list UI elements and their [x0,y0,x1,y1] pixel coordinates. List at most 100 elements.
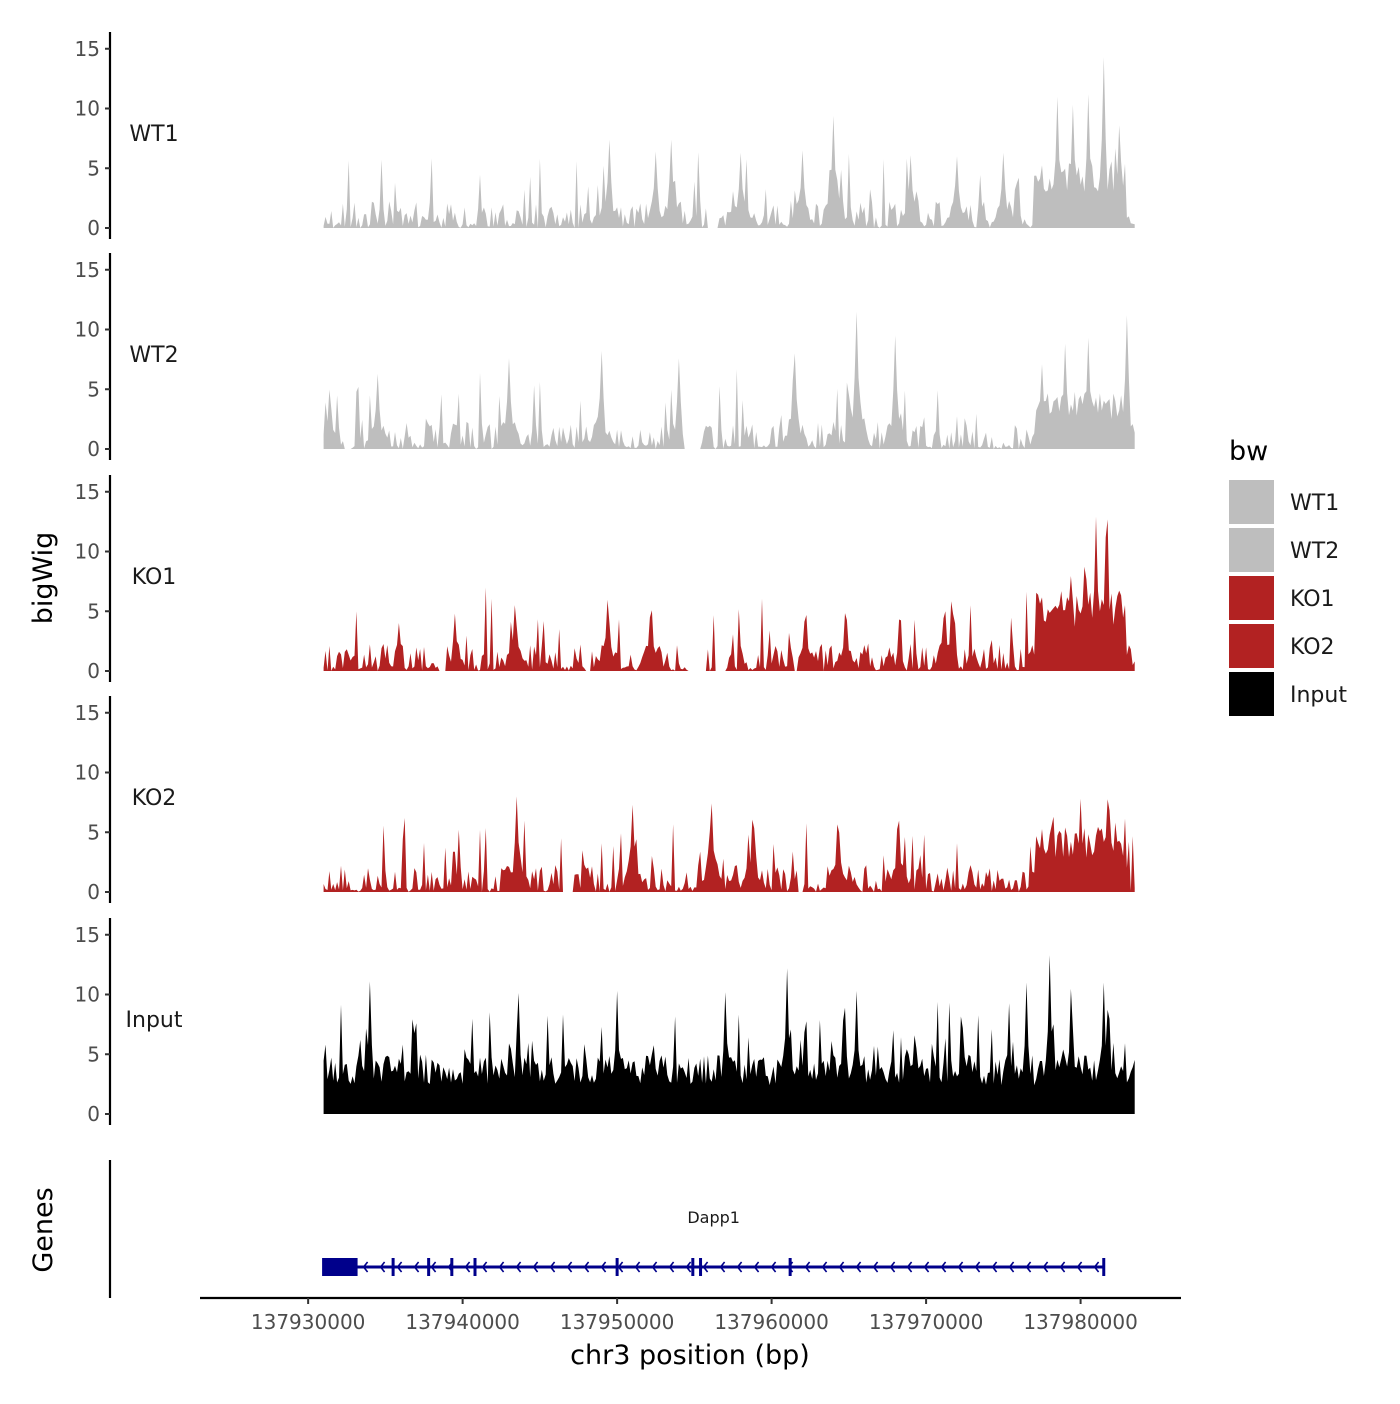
strand-arrow [821,1261,828,1273]
strand-arrow [736,1261,743,1273]
strand-arrow [770,1261,777,1273]
coverage-area-ko1 [323,516,1135,671]
legend-swatch-wt2 [1229,528,1274,572]
legend-label-wt1: WT1 [1290,491,1339,516]
legend-swatch-wt1 [1229,480,1274,524]
strand-arrow [617,1261,624,1273]
strand-arrow [1025,1261,1032,1273]
strand-arrow [787,1261,794,1273]
genes-axis-title: Genes [28,1187,59,1272]
strand-arrow [719,1261,726,1273]
y-tick-label: 5 [87,599,100,623]
strand-arrow [583,1261,590,1273]
y-tick-label: 10 [75,540,100,564]
strand-arrow [974,1261,981,1273]
gene-name-label: Dapp1 [687,1208,740,1227]
strand-arrow [872,1261,879,1273]
y-tick-label: 10 [75,761,100,785]
x-tick-label: 137970000 [869,1310,984,1334]
x-tick-label: 137950000 [560,1310,675,1334]
x-axis: 137930000 137940000 137950000 137960000 1379… [200,1296,1181,1334]
strand-arrow [515,1261,522,1273]
strand-arrow [923,1261,930,1273]
strand-arrow [991,1261,998,1273]
y-tick-label: 0 [87,216,100,240]
coverage-area-ko2 [323,796,1135,892]
strand-arrow [430,1261,437,1273]
gene-track: Dapp1 [108,1160,1106,1298]
x-axis-title: chr3 position (bp) [570,1340,810,1371]
strand-arrow [702,1261,709,1273]
strand-arrow [838,1261,845,1273]
y-tick-label: 15 [75,37,100,61]
y-tick-label: 10 [75,983,100,1007]
y-tick-label: 0 [87,659,100,683]
strand-arrow [685,1261,692,1273]
strand-arrow [413,1261,420,1273]
y-tick-label: 15 [75,480,100,504]
strand-arrow [668,1261,675,1273]
strand-arrow [957,1261,964,1273]
strand-arrow [1093,1261,1100,1273]
coverage-area-wt2 [323,311,1135,449]
strand-arrow [940,1261,947,1273]
strand-arrow [600,1261,607,1273]
strand-arrow [906,1261,913,1273]
y-tick-label: 10 [75,97,100,121]
coverage-area-wt1 [323,57,1135,228]
y-tick-label: 5 [87,820,100,844]
strand-arrow [498,1261,505,1273]
legend-label-ko1: KO1 [1290,587,1335,612]
track-label: WT2 [129,343,178,368]
legend-label-wt2: WT2 [1290,539,1339,564]
track-ko2: 0 5 10 15 KO2 [75,696,1135,904]
track-wt2: 0 5 10 15 WT2 [75,253,1135,461]
track-label: KO2 [132,786,177,811]
y-tick-label: 10 [75,318,100,342]
gene-exon-block [323,1258,358,1276]
strand-arrow [804,1261,811,1273]
strand-arrow [753,1261,760,1273]
strand-arrow [651,1261,658,1273]
strand-arrow [566,1261,573,1273]
legend-title: bw [1229,436,1268,467]
track-ko1: 0 5 10 15 KO1 [75,475,1135,683]
legend-label-ko2: KO2 [1290,635,1335,660]
track-wt1: 0 5 10 15 WT1 [75,32,1135,240]
y-tick-label: 0 [87,1102,100,1126]
strand-arrow [855,1261,862,1273]
y-tick-label: 0 [87,437,100,461]
strand-arrow [481,1261,488,1273]
x-tick-label: 137940000 [405,1310,520,1334]
strand-arrow [889,1261,896,1273]
y-tick-label: 5 [87,156,100,180]
y-axis-title: bigWig [28,532,59,625]
strand-arrow [464,1261,471,1273]
strand-arrow [447,1261,454,1273]
track-label: Input [126,1008,183,1033]
strand-arrow [1008,1261,1015,1273]
strand-arrow [1059,1261,1066,1273]
y-tick-label: 5 [87,1042,100,1066]
x-tick-label: 137980000 [1023,1310,1138,1334]
strand-arrow [362,1261,369,1273]
coverage-area-input [323,955,1135,1114]
legend-swatch-ko1 [1229,576,1274,620]
x-tick-label: 137930000 [251,1310,366,1334]
strand-arrow [1042,1261,1049,1273]
legend: bw WT1 WT2 KO1 KO2 Input [1229,436,1347,716]
strand-arrow [532,1261,539,1273]
y-tick-label: 0 [87,880,100,904]
track-input: 0 5 10 15 Input [75,918,1135,1126]
strand-arrow [396,1261,403,1273]
y-tick-label: 15 [75,923,100,947]
y-tick-label: 15 [75,701,100,725]
track-label: KO1 [132,565,177,590]
track-label: WT1 [129,122,178,147]
legend-swatch-input [1229,672,1274,716]
legend-label-input: Input [1290,683,1347,708]
strand-arrow [634,1261,641,1273]
x-tick-label: 137960000 [714,1310,829,1334]
